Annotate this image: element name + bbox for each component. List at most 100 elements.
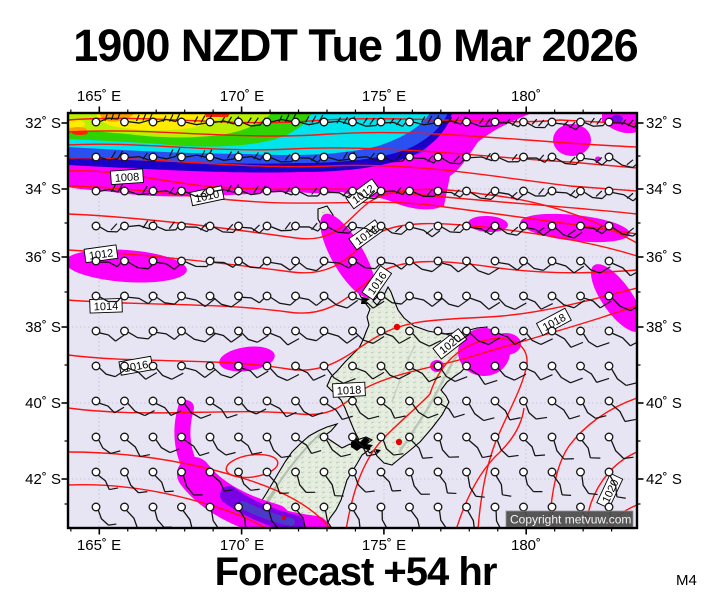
station-circle bbox=[262, 117, 272, 127]
station-circle bbox=[177, 432, 186, 442]
barb-shaft bbox=[355, 367, 374, 380]
barb-shaft bbox=[242, 226, 260, 234]
barb-feather bbox=[627, 119, 634, 127]
station-circle bbox=[291, 256, 300, 266]
barb-shaft bbox=[128, 190, 150, 196]
barb-shaft bbox=[412, 403, 429, 419]
wind-barb bbox=[319, 361, 356, 384]
barb-shaft bbox=[270, 261, 291, 271]
barb-shaft bbox=[353, 510, 361, 528]
station-circle bbox=[604, 291, 614, 301]
station-circle bbox=[291, 502, 300, 512]
barb-feather bbox=[626, 192, 634, 199]
station-circle bbox=[148, 221, 158, 231]
barb-feather bbox=[171, 372, 184, 380]
isobar-label-box bbox=[361, 265, 393, 301]
station-circle bbox=[462, 432, 471, 442]
barb-feather bbox=[168, 114, 174, 122]
barb-shaft bbox=[298, 403, 313, 418]
station-circle bbox=[433, 361, 443, 371]
axis-labels: 165˚ E 165˚ E 170˚ E 170˚ E 175˚ E 175˚ E 180˚… bbox=[25, 88, 682, 554]
wind-barb bbox=[462, 467, 485, 498]
wind-barb bbox=[205, 396, 238, 419]
barb-shaft bbox=[498, 332, 516, 346]
barb-shaft bbox=[613, 122, 635, 129]
barb-feather bbox=[596, 117, 602, 125]
barb-shaft bbox=[442, 191, 461, 198]
barb-feather bbox=[135, 114, 140, 122]
wind-barb bbox=[91, 432, 121, 455]
barb-feather bbox=[431, 230, 441, 238]
station-circle bbox=[576, 291, 585, 301]
barb-feather bbox=[226, 151, 233, 159]
station-circle bbox=[547, 117, 557, 127]
barb-shaft bbox=[497, 368, 515, 381]
station-circle bbox=[604, 117, 614, 127]
station-circle bbox=[262, 152, 272, 162]
barb-feather bbox=[457, 264, 469, 273]
wind-barb bbox=[348, 186, 383, 200]
barb-feather bbox=[588, 492, 598, 496]
barb-feather bbox=[342, 116, 349, 125]
city-dot bbox=[395, 438, 403, 446]
station-circle bbox=[490, 502, 500, 512]
barb-shaft bbox=[495, 475, 504, 495]
wind-barb bbox=[490, 396, 521, 421]
station-circle bbox=[376, 221, 386, 231]
barb-feather bbox=[630, 271, 637, 277]
barb-feather bbox=[278, 115, 283, 123]
barb-feather bbox=[475, 532, 483, 533]
wind-barb bbox=[120, 467, 148, 494]
barb-feather bbox=[502, 494, 512, 497]
station-circle bbox=[348, 432, 357, 442]
station-circle bbox=[547, 291, 557, 301]
barb-shaft bbox=[269, 403, 287, 418]
station-circle bbox=[462, 361, 471, 371]
barb-feather bbox=[117, 150, 124, 159]
wind-barb bbox=[91, 326, 127, 342]
wind-barb bbox=[490, 432, 519, 458]
barb-shaft bbox=[468, 439, 483, 458]
barb-shaft bbox=[157, 155, 177, 160]
station-circle bbox=[234, 502, 243, 512]
barb-feather bbox=[200, 150, 206, 158]
station-circle bbox=[234, 256, 243, 266]
barb-shaft bbox=[242, 296, 260, 304]
station-circle bbox=[376, 396, 386, 406]
barb-feather bbox=[372, 371, 385, 380]
station-circle bbox=[319, 326, 329, 336]
wind-barb bbox=[604, 256, 637, 277]
barb-feather bbox=[536, 416, 548, 420]
barb-feather bbox=[110, 223, 118, 231]
barb-feather bbox=[226, 223, 234, 232]
barb-shaft bbox=[100, 188, 119, 193]
wind-barb bbox=[148, 432, 180, 454]
barb-feather bbox=[394, 225, 403, 233]
wind-barb bbox=[519, 396, 548, 420]
wind-barb bbox=[519, 256, 554, 272]
barb-shaft bbox=[525, 404, 537, 420]
barb-shaft bbox=[441, 262, 459, 273]
barb-shaft bbox=[156, 261, 175, 270]
station-circle bbox=[91, 256, 101, 266]
barb-shaft bbox=[324, 510, 333, 528]
lon-label-top: 165˚ E bbox=[77, 88, 121, 105]
barb-shaft bbox=[610, 440, 625, 459]
barb-shaft bbox=[555, 297, 575, 309]
wind-barb bbox=[433, 326, 470, 343]
station-circle bbox=[490, 361, 500, 371]
wind-barb bbox=[433, 152, 467, 165]
lon-label-top: 175˚ E bbox=[362, 88, 406, 105]
station-circle bbox=[319, 432, 329, 442]
barb-feather bbox=[252, 224, 260, 232]
station-circle bbox=[490, 467, 500, 477]
barb-shaft bbox=[612, 262, 631, 277]
lon-label-top: 180˚ bbox=[511, 88, 541, 105]
barb-shaft bbox=[412, 368, 430, 383]
station-circle bbox=[148, 432, 158, 442]
wind-barb bbox=[148, 113, 181, 127]
barb-feather bbox=[284, 187, 291, 195]
barb-shaft bbox=[213, 226, 234, 234]
barb-shaft bbox=[583, 297, 601, 309]
station-circle bbox=[376, 152, 386, 162]
